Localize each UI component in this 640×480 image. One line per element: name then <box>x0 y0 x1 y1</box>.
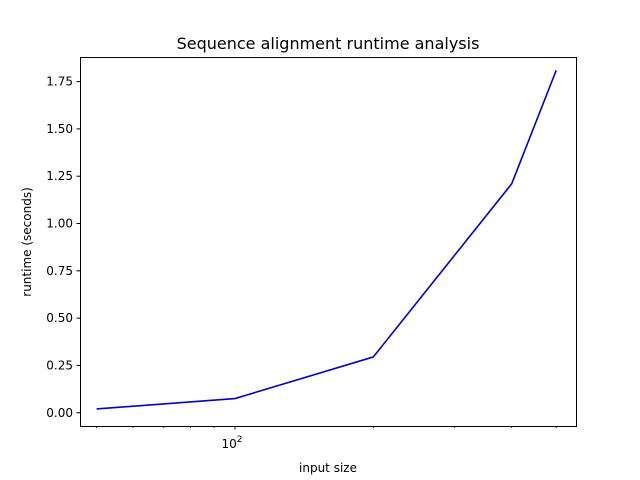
y-tick-label: 1.75 <box>46 75 73 89</box>
y-tick-label: 0.50 <box>46 311 73 325</box>
plot-frame <box>80 57 577 427</box>
y-tick-label: 0.00 <box>46 406 73 420</box>
series-layer <box>96 69 557 410</box>
y-axis-label: runtime (seconds) <box>20 187 34 296</box>
x-tick-label-exponent: 2 <box>237 435 243 445</box>
x-tick-label-base: 10 <box>221 437 236 451</box>
series-line <box>96 69 557 410</box>
y-tick-label: 0.25 <box>46 358 73 372</box>
chart-title: Sequence alignment runtime analysis <box>177 34 480 53</box>
y-tick-label: 1.00 <box>46 217 73 231</box>
x-axis-label: input size <box>299 461 357 475</box>
x-tick-label: 102 <box>221 435 242 451</box>
y-tick-label: 1.25 <box>46 169 73 183</box>
y-tick-label: 1.50 <box>46 122 73 136</box>
y-tick-label: 0.75 <box>46 264 73 278</box>
